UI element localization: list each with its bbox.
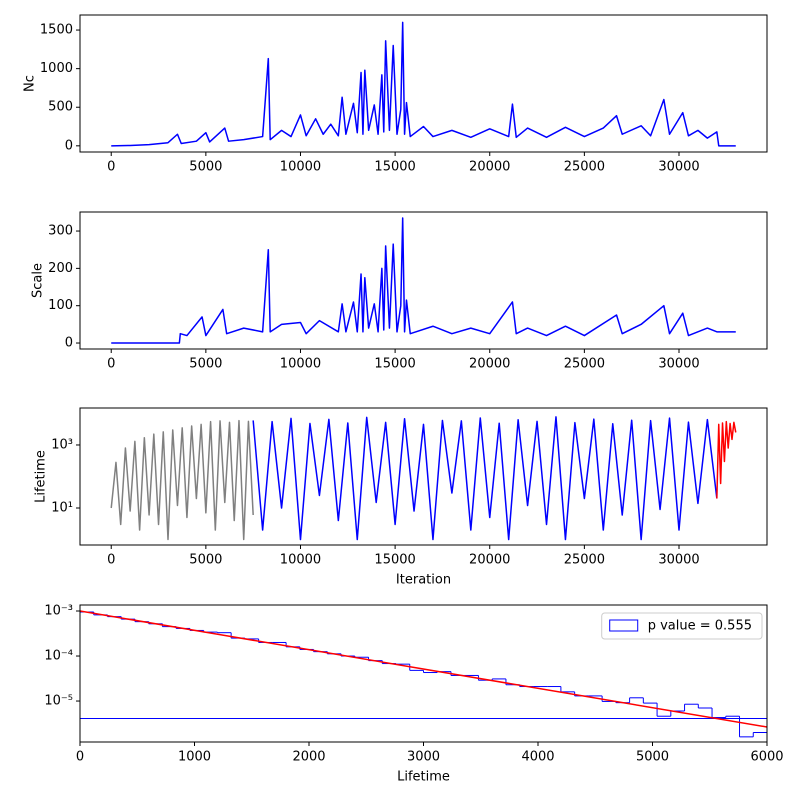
x-tick-label: 25000 [564, 160, 605, 175]
y-tick-label: 200 [48, 261, 73, 276]
x-tick-label: 15000 [374, 160, 415, 175]
legend-patch [609, 619, 639, 632]
x-axis-label: Lifetime [397, 770, 450, 785]
plot-area [80, 610, 767, 742]
x-tick-label: 5000 [189, 357, 222, 372]
line [110, 419, 254, 541]
x-tick-label: 25000 [564, 357, 605, 372]
y-tick-label: 1000 [40, 61, 73, 76]
line [252, 416, 718, 541]
x-axis-label: Iteration [396, 573, 451, 588]
plot-area [111, 21, 736, 147]
x-tick-label: 30000 [658, 357, 699, 372]
plot-area [110, 416, 737, 541]
y-tick-label: 10⁻⁴ [44, 649, 73, 664]
x-tick-label: 0 [107, 357, 115, 372]
x-tick-label: 5000 [636, 750, 669, 765]
y-tick-label: 0 [65, 138, 73, 153]
fit-line [80, 610, 767, 728]
plot-area [111, 217, 736, 344]
axes-frame [79, 14, 768, 153]
x-tick-label: 10000 [280, 553, 321, 568]
x-tick-label: 15000 [374, 357, 415, 372]
legend: p value = 0.555 [601, 612, 763, 640]
x-tick-label: 5000 [189, 553, 222, 568]
y-tick-label: 10⁻⁵ [44, 694, 73, 709]
x-tick-label: 20000 [469, 357, 510, 372]
x-tick-label: 0 [76, 750, 84, 765]
x-tick-label: 30000 [658, 553, 699, 568]
x-tick-label: 2000 [292, 750, 325, 765]
x-tick-label: 0 [107, 553, 115, 568]
x-tick-label: 30000 [658, 160, 699, 175]
x-tick-label: 6000 [750, 750, 783, 765]
y-axis-label: Scale [31, 263, 46, 298]
x-tick-label: 5000 [189, 160, 222, 175]
x-tick-label: 10000 [280, 357, 321, 372]
x-tick-label: 3000 [407, 750, 440, 765]
x-tick-label: 1000 [178, 750, 211, 765]
y-tick-label: 10¹ [51, 501, 73, 516]
x-tick-label: 20000 [469, 553, 510, 568]
line [111, 21, 736, 147]
y-tick-label: 10⁻³ [44, 604, 73, 619]
y-tick-label: 0 [65, 336, 73, 351]
x-tick-label: 25000 [564, 553, 605, 568]
x-tick-label: 0 [107, 160, 115, 175]
y-axis-label: Lifetime [34, 450, 49, 503]
x-tick-label: 4000 [521, 750, 554, 765]
axes-frame [79, 211, 768, 350]
x-tick-label: 15000 [374, 553, 415, 568]
y-tick-label: 10³ [51, 437, 73, 452]
y-tick-label: 500 [48, 100, 73, 115]
legend-box [601, 612, 763, 640]
y-tick-label: 300 [48, 224, 73, 239]
line [716, 420, 737, 499]
y-tick-label: 100 [48, 298, 73, 313]
x-tick-label: 20000 [469, 160, 510, 175]
axes-frame [79, 407, 768, 546]
legend-label: p value = 0.555 [648, 619, 752, 634]
y-tick-label: 1500 [40, 23, 73, 38]
line [111, 217, 736, 344]
x-tick-label: 10000 [280, 160, 321, 175]
y-axis-label: Nc [22, 75, 37, 92]
